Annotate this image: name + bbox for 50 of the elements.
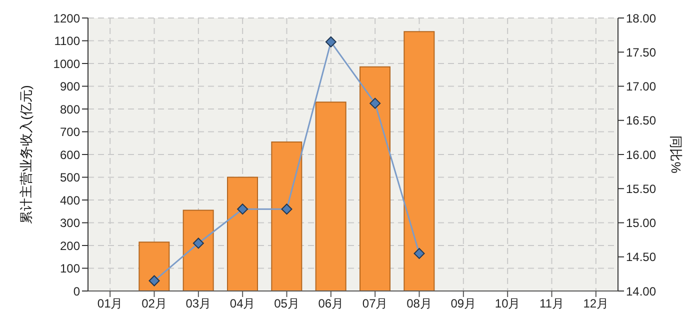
y-tick-label: 1100 — [54, 34, 80, 48]
x-tick-label: 01月 — [97, 296, 123, 311]
y-tick-label: 400 — [60, 193, 80, 208]
y-axis-title: 累计主营业务收入(亿元) — [18, 85, 34, 224]
y-tick-label: 900 — [60, 80, 80, 94]
point — [325, 36, 336, 48]
x-tick-label: 12月 — [583, 296, 609, 311]
x-tick-label: 08月 — [406, 296, 432, 311]
y2-tick-label: 16.00 — [626, 148, 656, 162]
bar — [227, 176, 258, 291]
y2-axis-title: 同比% — [668, 136, 684, 174]
y2-tick-label: 15.50 — [626, 182, 656, 196]
y2-tick-label: 16.50 — [626, 114, 656, 128]
y-tick-label: 500 — [60, 170, 80, 185]
x-tick-label: 02月 — [142, 296, 167, 311]
y-tick-label: 300 — [60, 216, 80, 230]
x-tick-label: 03月 — [186, 296, 212, 311]
y-tick-label: 700 — [60, 125, 80, 140]
bar — [360, 66, 390, 291]
x-tick-label: 05月 — [274, 296, 300, 311]
y2-tick-label: 14.50 — [626, 250, 656, 264]
bar — [182, 210, 214, 291]
x-tick-label: 11月 — [540, 296, 564, 311]
bar — [404, 31, 435, 291]
bar — [138, 242, 170, 291]
y-tick-label: 0 — [73, 284, 80, 298]
y-tick-label: 800 — [60, 102, 80, 116]
x-tick-label: 06月 — [318, 296, 344, 311]
y2-tick-label: 17.50 — [626, 45, 656, 60]
y2-tick-label: 14.00 — [626, 284, 656, 298]
point — [148, 275, 160, 286]
x-tick-label: 07月 — [362, 296, 388, 311]
point — [281, 204, 292, 215]
y-tick-label: 1200 — [53, 11, 80, 26]
y-tick-label: 100 — [60, 262, 80, 276]
x-tick-label: 04月 — [230, 296, 256, 311]
x-tick-label: 10月 — [494, 296, 520, 311]
bar — [271, 141, 302, 291]
x-tick-label: 09月 — [450, 296, 476, 311]
point — [370, 98, 381, 109]
point — [237, 204, 248, 215]
point — [192, 238, 204, 249]
y2-tick-label: 18.00 — [626, 11, 656, 26]
y-tick-label: 600 — [60, 148, 80, 162]
y-tick-label: 200 — [60, 238, 80, 253]
y2-tick-label: 17.00 — [626, 80, 656, 94]
y2-tick-label: 15.00 — [626, 216, 656, 230]
y-tick-label: 1000 — [53, 56, 80, 71]
point — [414, 248, 425, 259]
bar — [315, 102, 346, 291]
